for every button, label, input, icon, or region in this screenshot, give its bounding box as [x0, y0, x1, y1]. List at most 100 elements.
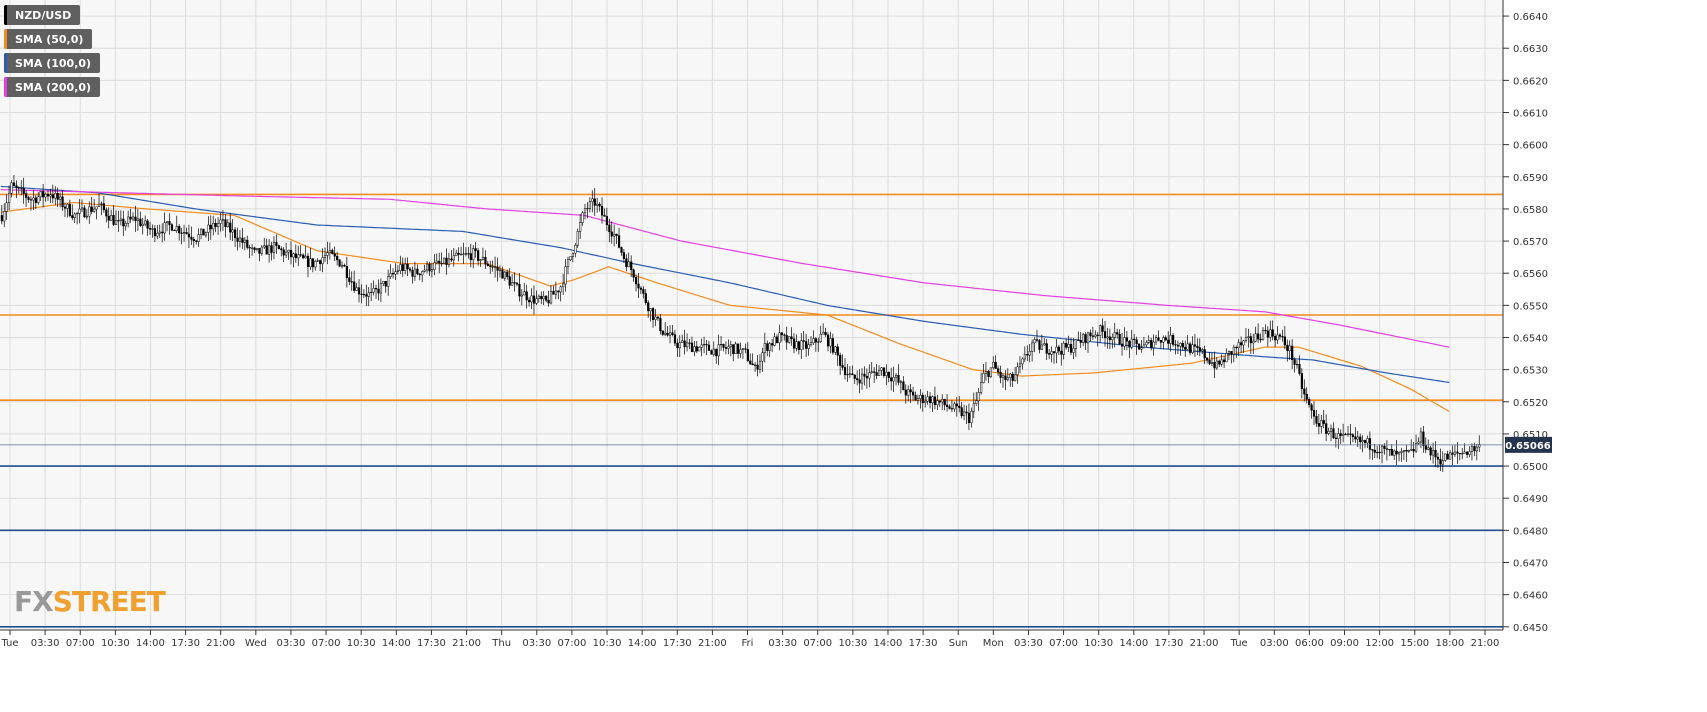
- candle-body: [1101, 325, 1104, 332]
- time-tick-label: 15:00: [1400, 638, 1429, 649]
- candle-body: [413, 268, 417, 277]
- time-tick-label: 07:00: [557, 638, 586, 649]
- candle: [1327, 427, 1330, 436]
- candle: [416, 264, 419, 276]
- legend-item-sma100[interactable]: SMA (100,0): [4, 53, 101, 73]
- candle: [234, 227, 237, 247]
- candle-body: [788, 336, 791, 343]
- candle-body: [865, 375, 869, 379]
- candle: [469, 243, 472, 268]
- candle-body: [396, 270, 400, 272]
- candle: [1096, 331, 1099, 347]
- candle-body: [56, 193, 59, 200]
- time-tick-label: 21:00: [698, 638, 727, 649]
- candle-body: [88, 206, 91, 217]
- candle: [207, 216, 210, 241]
- candle: [221, 210, 225, 232]
- candle-body: [710, 350, 713, 355]
- candle: [579, 214, 582, 239]
- candle-body: [566, 259, 570, 267]
- candle: [1176, 340, 1180, 355]
- candle-body: [1021, 358, 1024, 365]
- candle: [615, 233, 618, 245]
- candle: [22, 177, 25, 204]
- candle: [1145, 340, 1148, 347]
- candle: [807, 338, 810, 356]
- candle-body: [1427, 447, 1430, 450]
- candle: [183, 224, 186, 242]
- candle-body: [967, 412, 971, 423]
- candle-body: [1361, 440, 1364, 443]
- legend-item-sma50[interactable]: SMA (50,0): [4, 29, 93, 49]
- candle-body: [338, 259, 341, 267]
- candle: [105, 207, 108, 223]
- candle-body: [202, 228, 205, 236]
- candle-body: [1449, 452, 1452, 460]
- candle-body: [929, 396, 932, 404]
- candle: [464, 247, 468, 257]
- candle: [1385, 440, 1389, 461]
- candle-body: [1451, 452, 1454, 455]
- candle: [131, 212, 135, 222]
- candle-body: [1271, 329, 1274, 337]
- candle: [1244, 327, 1248, 343]
- candle-body: [1140, 347, 1143, 350]
- candle-body: [651, 308, 655, 320]
- candle: [929, 392, 932, 409]
- candle: [1021, 357, 1024, 370]
- candle-body: [868, 372, 871, 379]
- candle: [209, 215, 212, 240]
- candle-body: [306, 255, 310, 267]
- candle: [1247, 328, 1250, 348]
- candle-body: [805, 341, 808, 349]
- candle: [44, 192, 47, 202]
- candle: [1232, 344, 1235, 363]
- candle-body: [105, 209, 108, 217]
- candle: [965, 405, 968, 425]
- candle-body: [780, 332, 783, 336]
- candle-body: [1196, 345, 1199, 348]
- candle-body: [1359, 436, 1362, 443]
- candle-body: [1077, 339, 1080, 341]
- candle-body: [404, 263, 407, 271]
- candle-body: [1310, 404, 1313, 411]
- candle-body: [754, 364, 757, 366]
- candle-body: [165, 221, 169, 223]
- candle: [1033, 337, 1036, 353]
- candle: [705, 339, 708, 356]
- candle: [588, 197, 592, 213]
- candle-body: [732, 344, 735, 354]
- candle: [963, 404, 966, 421]
- legend-item-sma200[interactable]: SMA (200,0): [4, 77, 101, 97]
- candle: [707, 340, 711, 351]
- candle: [248, 244, 251, 259]
- candle: [1157, 330, 1160, 342]
- time-tick-label: Wed: [245, 638, 267, 649]
- candle-body: [430, 269, 434, 272]
- candle-body: [970, 411, 973, 423]
- candle-body: [1371, 449, 1374, 451]
- candle: [751, 353, 754, 366]
- candle: [1325, 414, 1328, 442]
- candle: [255, 248, 259, 252]
- candle-body: [637, 283, 640, 289]
- candle-body: [192, 238, 195, 242]
- candle: [622, 248, 626, 263]
- candle-body: [1094, 334, 1097, 337]
- candle-body: [620, 247, 623, 253]
- candle: [1203, 345, 1206, 364]
- candle: [20, 180, 23, 196]
- candle-body: [924, 400, 927, 404]
- candle: [51, 184, 54, 204]
- candle-body: [698, 346, 701, 352]
- price-tick-label: 0.6500: [1513, 462, 1548, 473]
- candle: [1086, 331, 1090, 353]
- candle-body: [253, 247, 256, 250]
- candle-body: [1091, 335, 1095, 337]
- legend-swatch: [4, 53, 7, 73]
- candle: [542, 291, 545, 306]
- legend-item-symbol[interactable]: NZD/USD: [4, 5, 81, 25]
- candle-body: [1237, 342, 1240, 349]
- candle-body: [537, 295, 540, 299]
